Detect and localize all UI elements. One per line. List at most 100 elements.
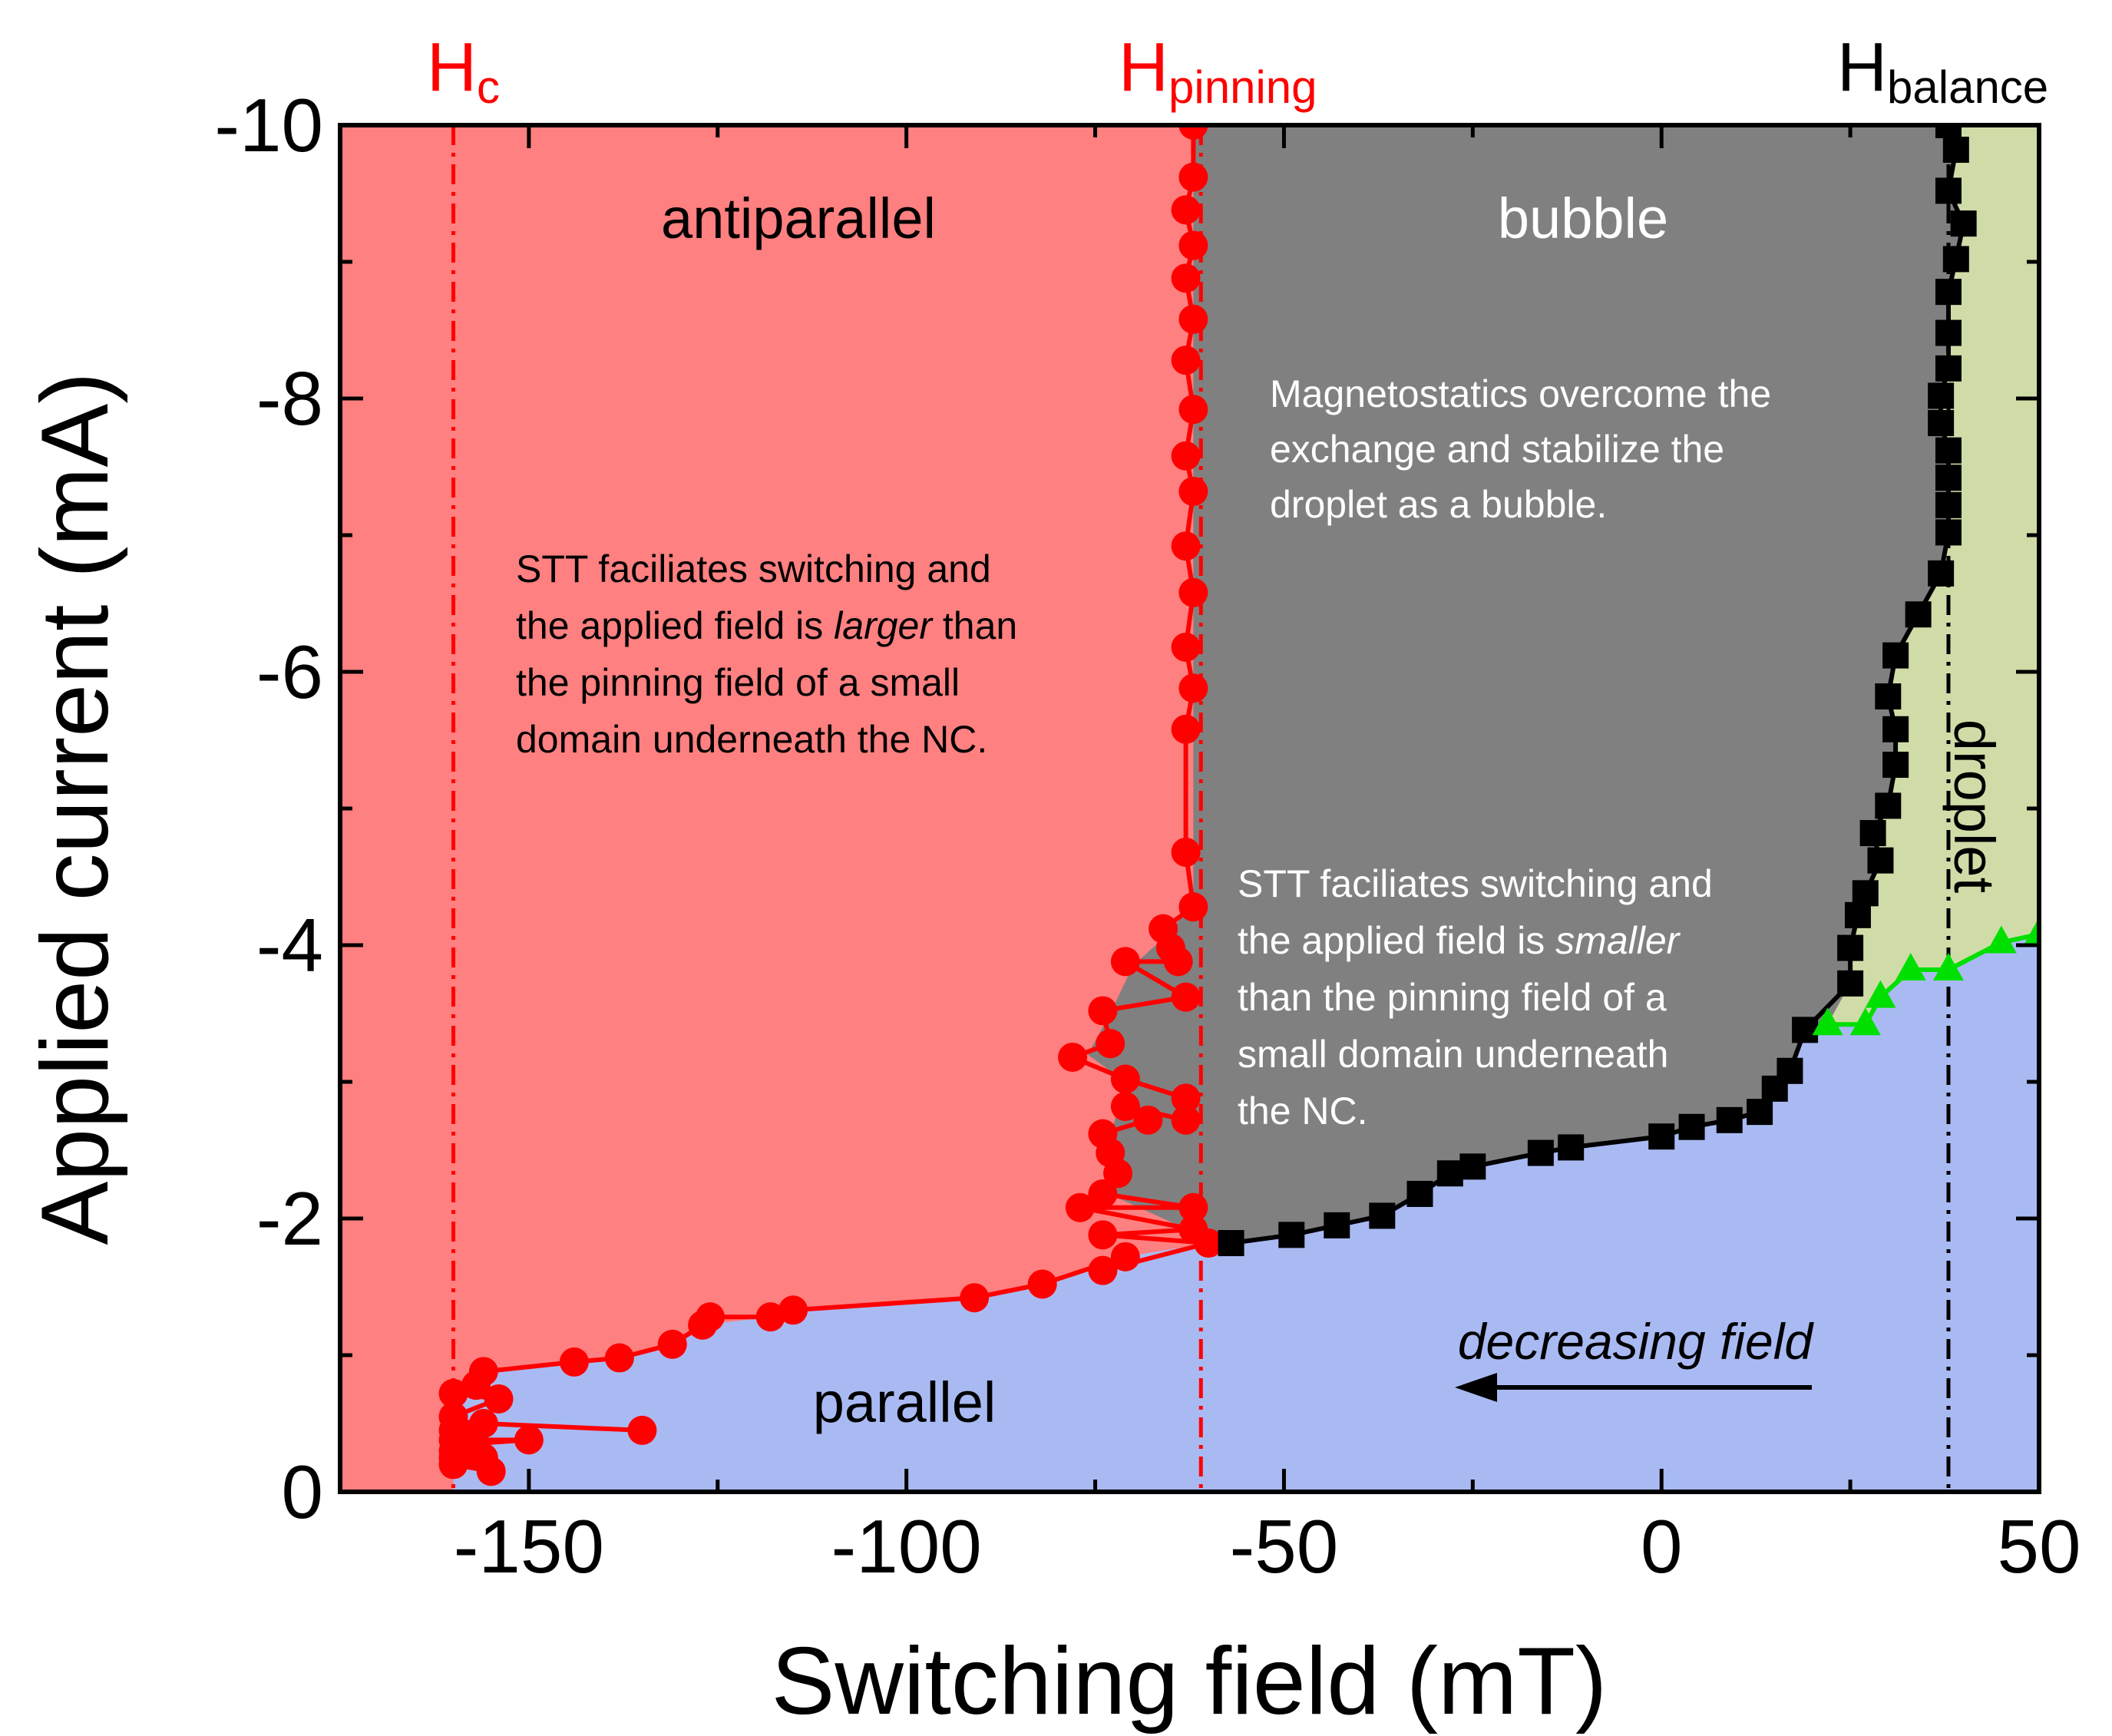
data-point bbox=[1942, 137, 1969, 164]
data-point bbox=[1932, 953, 1964, 981]
bubble-note-line: exchange and stabilize the bbox=[1270, 428, 1724, 471]
data-point bbox=[1859, 820, 1886, 847]
data-point bbox=[1171, 441, 1201, 471]
smaller-note-line: the NC. bbox=[1238, 1090, 1368, 1133]
data-point bbox=[1950, 210, 1977, 237]
data-point bbox=[1837, 934, 1864, 961]
data-point bbox=[1088, 1119, 1118, 1149]
y-tick-label: -2 bbox=[256, 1176, 323, 1261]
smaller-note-line: small domain underneath bbox=[1238, 1033, 1668, 1076]
x-axis-ticks: -150 -100 -50 0 50 bbox=[338, 125, 2081, 1589]
data-point bbox=[1369, 1202, 1396, 1229]
data-point bbox=[454, 1429, 484, 1459]
smaller-note-line: than the pinning field of a bbox=[1238, 976, 1667, 1019]
x-tick-label: -150 bbox=[454, 1504, 604, 1589]
series-antiparallel-to-parallel bbox=[438, 125, 1224, 1486]
series-parallel-to-droplet bbox=[1812, 917, 2039, 1036]
data-point bbox=[1149, 914, 1178, 944]
data-point bbox=[1849, 1007, 1881, 1036]
data-point bbox=[1436, 1160, 1463, 1187]
larger-note: STT faciliates switching and the applied… bbox=[516, 547, 1017, 761]
data-point bbox=[1558, 1134, 1585, 1161]
data-point bbox=[1178, 304, 1208, 334]
region-bubble-fill bbox=[1193, 125, 1964, 1243]
data-point bbox=[1935, 355, 1962, 382]
data-point bbox=[1928, 410, 1955, 437]
smaller-note-line: the applied field is smaller bbox=[1238, 919, 1681, 962]
x-tick-label: 50 bbox=[1997, 1504, 2081, 1589]
data-point bbox=[1716, 1106, 1743, 1133]
data-point bbox=[695, 1302, 725, 1332]
series-parallel-to-bubble bbox=[1218, 125, 1977, 1257]
x-tick-label: -100 bbox=[831, 1504, 982, 1589]
y-tick-label: -6 bbox=[256, 630, 323, 714]
arrow-left-icon bbox=[1455, 1373, 1497, 1402]
data-point bbox=[1928, 560, 1955, 587]
data-point bbox=[1171, 1105, 1201, 1135]
data-point bbox=[1527, 1139, 1554, 1166]
data-point bbox=[1935, 491, 1962, 518]
data-point bbox=[1935, 279, 1962, 306]
data-point bbox=[1027, 1269, 1057, 1299]
bubble-region-label: bubble bbox=[1498, 187, 1668, 250]
data-point bbox=[1110, 1064, 1140, 1094]
larger-note-line: the applied field is larger than bbox=[516, 604, 1017, 647]
hbalance-label: Hbalance bbox=[1837, 29, 2048, 113]
data-point bbox=[1218, 1230, 1244, 1257]
data-point bbox=[1171, 1083, 1201, 1113]
y-axis-title: Applied current (mA) bbox=[22, 372, 128, 1245]
data-point bbox=[627, 1415, 657, 1445]
x-axis-title: Switching field (mT) bbox=[772, 1629, 1608, 1734]
data-point bbox=[1178, 477, 1208, 507]
data-point bbox=[1875, 683, 1902, 710]
data-point bbox=[1133, 1105, 1163, 1135]
data-point bbox=[1110, 1092, 1140, 1122]
data-point bbox=[755, 1302, 785, 1332]
data-point bbox=[1935, 319, 1962, 346]
data-point bbox=[657, 1329, 687, 1359]
data-point bbox=[1812, 1007, 1843, 1036]
decreasing-field-label: decreasing field bbox=[1458, 1313, 1815, 1370]
data-point bbox=[1178, 1215, 1208, 1245]
droplet-region-label: droplet bbox=[1942, 719, 2006, 894]
data-point bbox=[1088, 1220, 1118, 1250]
data-point bbox=[1178, 1192, 1208, 1222]
data-point bbox=[2024, 917, 2039, 945]
data-point bbox=[1459, 1153, 1486, 1180]
data-point bbox=[1178, 892, 1208, 922]
data-point bbox=[1792, 1017, 1819, 1043]
data-point bbox=[1935, 125, 1962, 138]
data-point bbox=[1935, 465, 1962, 491]
smaller-note: STT faciliates switching and the applied… bbox=[1238, 862, 1713, 1133]
data-point bbox=[1171, 195, 1201, 225]
data-point bbox=[1171, 837, 1201, 867]
x-tick-label: 0 bbox=[1641, 1504, 1683, 1589]
region-parallel-fill bbox=[453, 934, 2039, 1492]
bubble-note-line: droplet as a bubble. bbox=[1270, 483, 1607, 526]
x-tick-label: -50 bbox=[1230, 1504, 1339, 1589]
smaller-note-line: STT faciliates switching and bbox=[1238, 862, 1713, 905]
y-tick-label: 0 bbox=[281, 1450, 323, 1534]
data-point bbox=[1747, 1099, 1773, 1126]
larger-note-line: domain underneath the NC. bbox=[516, 718, 987, 761]
data-point bbox=[1088, 996, 1118, 1026]
data-point bbox=[1837, 970, 1864, 997]
data-point bbox=[1178, 673, 1208, 703]
data-point bbox=[514, 1425, 544, 1455]
data-point bbox=[476, 1457, 506, 1486]
data-point bbox=[778, 1295, 808, 1325]
data-point bbox=[1171, 263, 1201, 293]
data-point bbox=[1985, 925, 2017, 954]
data-point bbox=[1928, 382, 1955, 409]
data-point bbox=[468, 1357, 498, 1387]
data-point bbox=[1088, 1255, 1118, 1285]
data-point bbox=[1942, 246, 1969, 273]
y-axis-ticks: 0 -2 -4 -6 -8 -10 bbox=[214, 83, 2039, 1534]
data-point bbox=[1110, 1242, 1140, 1271]
data-point bbox=[1905, 601, 1932, 628]
data-point bbox=[1110, 947, 1140, 977]
larger-note-line: the pinning field of a small bbox=[516, 661, 960, 704]
data-point bbox=[1648, 1123, 1675, 1150]
larger-note-line: STT faciliates switching and bbox=[516, 547, 991, 590]
